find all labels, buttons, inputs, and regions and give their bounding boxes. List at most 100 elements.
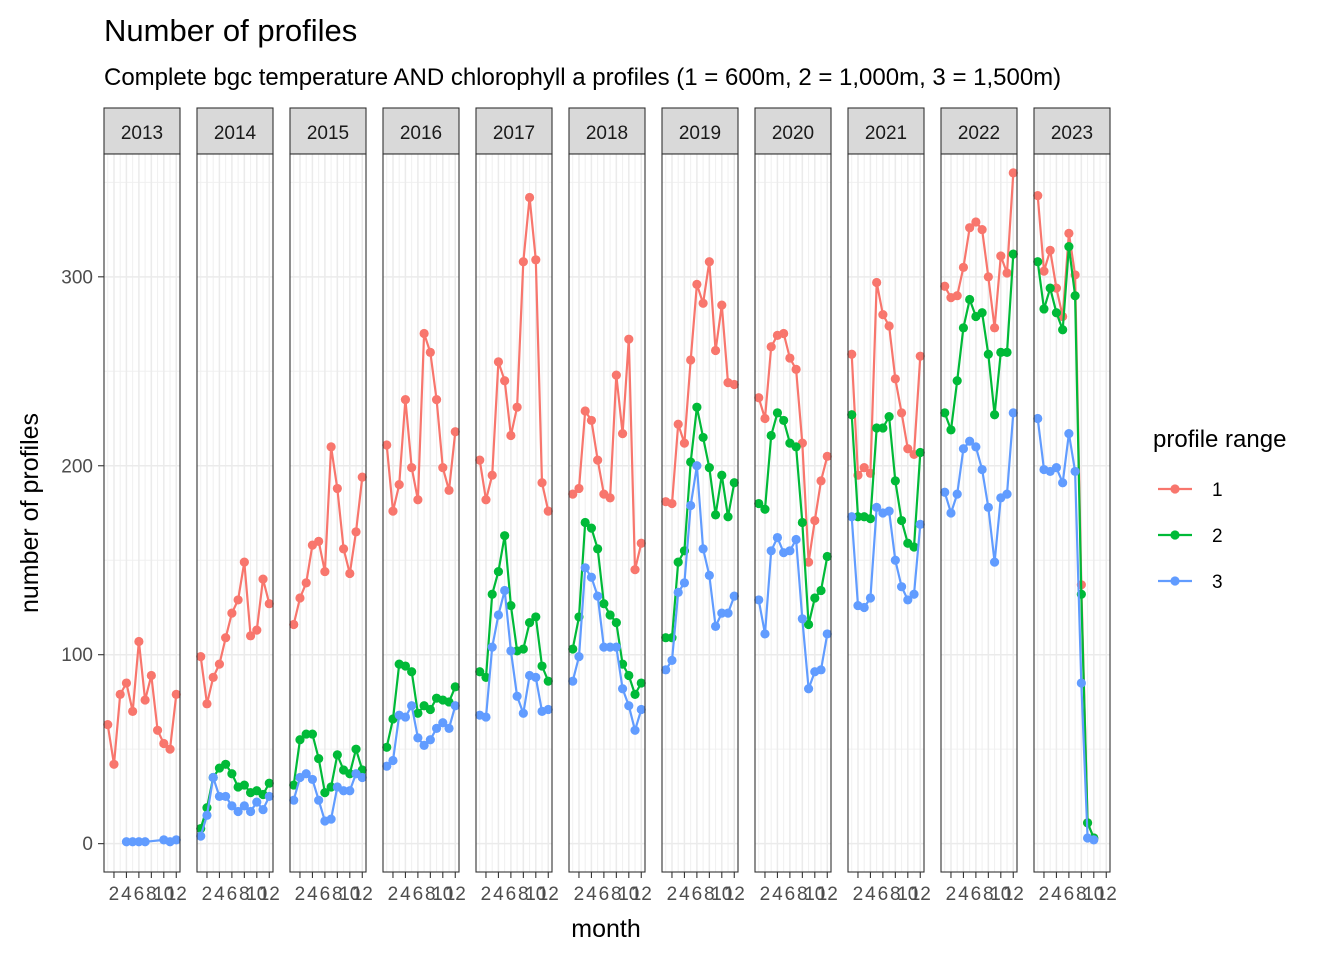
data-point (717, 300, 727, 310)
x-tick-label: 2 (667, 884, 678, 905)
x-tick-label: 12 (166, 884, 187, 905)
data-point (785, 353, 795, 363)
data-point (202, 810, 212, 820)
x-tick-label: 2 (1039, 884, 1050, 905)
panel-border (754, 153, 832, 873)
data-point (940, 487, 950, 497)
data-point (940, 408, 950, 418)
data-point (531, 672, 541, 682)
data-point (617, 684, 628, 694)
data-point (729, 478, 739, 488)
data-point (673, 587, 683, 597)
x-tick-label: 4 (121, 884, 132, 905)
panel-background (476, 154, 552, 872)
data-point (617, 429, 628, 439)
data-point (512, 402, 522, 412)
data-point (481, 712, 491, 722)
data-point (810, 515, 820, 526)
data-point (413, 708, 423, 718)
data-point (208, 772, 218, 783)
data-point (884, 412, 894, 422)
data-point (586, 415, 597, 426)
data-point (667, 498, 677, 509)
data-point (438, 718, 448, 728)
data-point (965, 223, 975, 233)
data-point (171, 689, 181, 699)
panel-background (197, 154, 273, 872)
data-point (859, 463, 869, 473)
data-point (239, 780, 249, 790)
data-point (332, 483, 342, 494)
legend: profile range 1 2 3 (1153, 426, 1286, 593)
data-point (1051, 308, 1062, 318)
data-point (394, 480, 404, 490)
data-point (965, 294, 975, 305)
data-point (518, 644, 528, 654)
data-point (450, 682, 460, 692)
x-tick-label: 4 (307, 884, 318, 905)
data-point (865, 514, 876, 524)
x-tick-label: 4 (958, 884, 969, 905)
facet-strip (196, 107, 274, 155)
data-point (289, 780, 299, 790)
series-line-2 (478, 534, 550, 682)
data-point (140, 695, 150, 705)
data-point (1033, 257, 1043, 267)
data-point (320, 788, 330, 798)
data-point (661, 665, 671, 675)
data-point (847, 349, 857, 359)
x-tick-label: 8 (332, 884, 343, 905)
data-point (586, 523, 597, 533)
data-point (506, 646, 516, 656)
data-point (295, 593, 305, 603)
data-point (1008, 168, 1018, 178)
facet-strip (475, 107, 553, 155)
data-point (1089, 835, 1099, 845)
data-point (512, 691, 522, 701)
data-point (791, 364, 801, 374)
data-point (896, 582, 907, 592)
x-tick-label: 12 (631, 884, 652, 905)
data-point (760, 413, 770, 424)
panel-border (940, 153, 1018, 873)
data-point (983, 349, 993, 359)
data-point (698, 544, 708, 554)
data-point (115, 689, 125, 699)
panel-border (289, 153, 367, 873)
x-tick-label: 8 (146, 884, 157, 905)
data-point (636, 704, 646, 715)
data-point (903, 444, 913, 454)
data-point (878, 423, 888, 433)
x-tick-label: 2 (946, 884, 957, 905)
data-point (989, 557, 1000, 567)
data-point (847, 410, 857, 420)
legend-key-point (1170, 576, 1180, 586)
data-point (103, 720, 113, 730)
data-point (605, 493, 615, 503)
data-point (754, 595, 764, 605)
x-tick-label: 8 (704, 884, 715, 905)
data-point (686, 355, 696, 365)
data-point (301, 769, 311, 779)
panel-border (475, 153, 553, 873)
x-tick-label: 12 (352, 884, 373, 905)
data-point (233, 595, 243, 605)
data-point (431, 395, 442, 405)
data-point (171, 835, 181, 845)
facet-strip-label: 2017 (493, 123, 535, 144)
data-point (543, 704, 553, 715)
data-point (239, 801, 249, 811)
y-tick-label: 100 (61, 645, 93, 666)
data-point (989, 323, 1000, 333)
legend-label: 2 (1212, 526, 1223, 547)
data-point (909, 542, 919, 552)
data-point (878, 310, 888, 320)
panel-background (755, 154, 831, 872)
data-point (692, 279, 702, 289)
facet-strip-label: 2018 (586, 123, 628, 144)
data-point (965, 436, 975, 446)
data-point (481, 495, 491, 505)
